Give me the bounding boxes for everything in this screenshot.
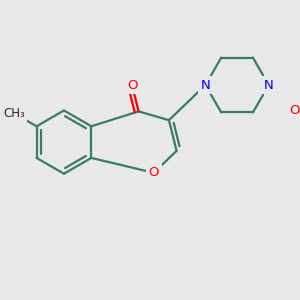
Text: O: O bbox=[127, 79, 137, 92]
Text: O: O bbox=[148, 166, 159, 179]
Text: CH₃: CH₃ bbox=[3, 107, 25, 120]
Text: N: N bbox=[264, 79, 274, 92]
Text: N: N bbox=[201, 79, 210, 92]
Text: O: O bbox=[290, 104, 300, 118]
